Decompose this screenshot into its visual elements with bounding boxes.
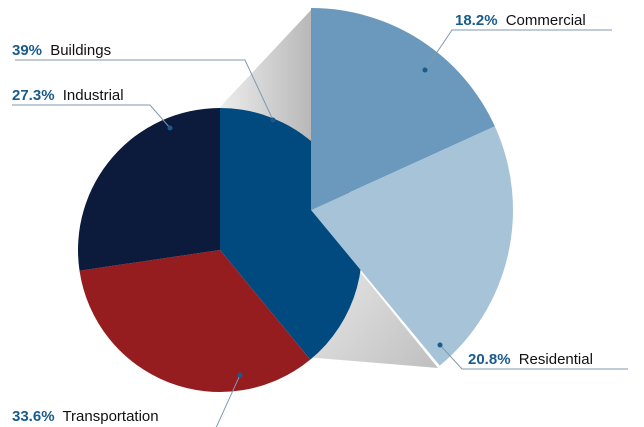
slice-industrial: [78, 108, 220, 271]
label-residential-name: Residential: [519, 351, 593, 368]
label-industrial: 27.3% Industrial: [12, 87, 124, 104]
label-residential: 20.8% Residential: [468, 351, 593, 368]
leader-buildings: [15, 59, 274, 121]
label-transportation-name: Transportation: [62, 408, 158, 425]
leader-commercial: [424, 29, 612, 71]
label-buildings: 39% Buildings: [12, 42, 111, 59]
leaders: [12, 29, 628, 427]
label-commercial-name: Commercial: [506, 12, 586, 29]
dot-commercial: [422, 67, 428, 73]
breakdown-pie: [311, 8, 513, 366]
leader-dots: [167, 67, 443, 378]
label-commercial: 18.2% Commercial: [455, 12, 586, 29]
label-transportation-pct: 33.6%: [12, 408, 55, 425]
label-buildings-name: Buildings: [50, 42, 111, 59]
label-industrial-name: Industrial: [63, 87, 124, 104]
dot-industrial: [167, 125, 173, 131]
main-pie: [78, 108, 362, 392]
label-transportation: 33.6% Transportation: [12, 408, 159, 425]
slice-commercial: [311, 8, 495, 210]
leader-residential: [439, 344, 628, 370]
label-commercial-pct: 18.2%: [455, 12, 498, 29]
dot-buildings: [270, 117, 276, 123]
slice-transportation: [79, 250, 311, 392]
leader-transportation: [215, 374, 241, 427]
label-residential-pct: 20.8%: [468, 351, 511, 368]
dot-residential: [437, 342, 443, 348]
label-buildings-pct: 39%: [12, 42, 42, 59]
slice-residential: [311, 126, 513, 366]
leader-industrial: [12, 104, 171, 129]
dot-transportation: [237, 372, 243, 378]
label-industrial-pct: 27.3%: [12, 87, 55, 104]
